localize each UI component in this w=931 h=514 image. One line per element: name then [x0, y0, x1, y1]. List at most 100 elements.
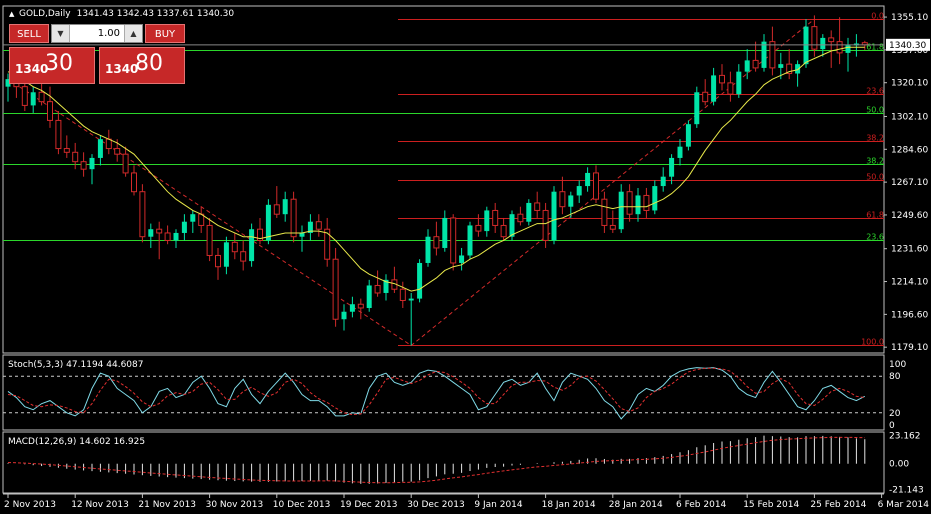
candle[interactable]: [534, 191, 541, 218]
candle[interactable]: [467, 221, 473, 260]
candle[interactable]: [618, 184, 624, 233]
candle[interactable]: [601, 191, 608, 233]
candle[interactable]: [173, 229, 179, 248]
candle[interactable]: [374, 270, 381, 297]
candle[interactable]: [727, 71, 734, 102]
candle[interactable]: [80, 152, 87, 177]
candle[interactable]: [131, 165, 137, 196]
candle[interactable]: [156, 221, 163, 260]
candle[interactable]: [332, 247, 339, 327]
candle[interactable]: [459, 247, 465, 271]
lot-size-input[interactable]: [70, 25, 122, 42]
candle[interactable]: [89, 154, 95, 185]
candle[interactable]: [425, 229, 431, 267]
candle[interactable]: [568, 191, 574, 218]
buy-price-button[interactable]: 1340 80: [99, 47, 185, 84]
candle[interactable]: [593, 165, 599, 203]
candle[interactable]: [836, 17, 843, 65]
candle[interactable]: [72, 142, 79, 170]
candle[interactable]: [517, 206, 524, 226]
candle[interactable]: [315, 214, 322, 237]
candle[interactable]: [484, 206, 490, 237]
candle[interactable]: [559, 176, 566, 215]
candle[interactable]: [357, 298, 364, 320]
candle[interactable]: [702, 79, 709, 106]
candle[interactable]: [30, 86, 36, 113]
candle[interactable]: [803, 19, 809, 68]
candle[interactable]: [744, 49, 750, 80]
candle[interactable]: [273, 186, 280, 218]
candle[interactable]: [206, 217, 213, 262]
candle[interactable]: [626, 184, 633, 222]
candle[interactable]: [366, 279, 372, 312]
candle[interactable]: [190, 210, 196, 233]
candle[interactable]: [551, 186, 557, 245]
candle[interactable]: [257, 217, 263, 245]
candle[interactable]: [290, 191, 297, 243]
candle[interactable]: [609, 210, 616, 233]
candle[interactable]: [215, 247, 221, 280]
candle[interactable]: [719, 64, 725, 91]
candle[interactable]: [282, 191, 288, 222]
sell-button[interactable]: SELL: [9, 24, 49, 43]
buy-button[interactable]: BUY: [145, 24, 185, 43]
candle[interactable]: [47, 86, 53, 128]
candle[interactable]: [500, 217, 507, 241]
candle[interactable]: [164, 225, 171, 245]
candle[interactable]: [811, 15, 818, 57]
candle[interactable]: [5, 73, 11, 102]
candle[interactable]: [643, 187, 650, 218]
candle[interactable]: [450, 214, 457, 271]
lot-decrease-icon[interactable]: ▼: [52, 25, 70, 42]
candle[interactable]: [845, 37, 851, 72]
candle[interactable]: [148, 223, 154, 248]
candle[interactable]: [778, 52, 784, 80]
candle[interactable]: [349, 296, 355, 318]
candle[interactable]: [736, 64, 742, 98]
candle[interactable]: [526, 199, 532, 226]
candle[interactable]: [786, 49, 793, 80]
candle[interactable]: [820, 34, 826, 57]
candle[interactable]: [223, 236, 229, 275]
candle[interactable]: [55, 111, 62, 155]
candle[interactable]: [475, 214, 482, 237]
candle[interactable]: [660, 167, 666, 192]
candle[interactable]: [240, 240, 247, 271]
candle[interactable]: [828, 30, 835, 68]
lot-increase-icon[interactable]: ▲: [124, 25, 142, 42]
candle[interactable]: [509, 210, 515, 241]
candle[interactable]: [761, 34, 767, 72]
candle[interactable]: [399, 281, 406, 308]
candle[interactable]: [585, 167, 591, 192]
candle[interactable]: [249, 223, 255, 267]
candle[interactable]: [417, 259, 423, 303]
sell-price-button[interactable]: 1340 30: [9, 47, 95, 84]
candle[interactable]: [492, 202, 499, 233]
candle[interactable]: [341, 304, 347, 331]
candle[interactable]: [677, 139, 683, 166]
candle[interactable]: [576, 180, 582, 203]
candle[interactable]: [122, 146, 129, 177]
candle[interactable]: [97, 135, 103, 166]
candle[interactable]: [433, 221, 440, 256]
candle[interactable]: [652, 180, 658, 215]
candle[interactable]: [324, 217, 331, 267]
candle[interactable]: [408, 292, 414, 346]
candle[interactable]: [299, 225, 305, 252]
candle[interactable]: [63, 135, 70, 158]
candle[interactable]: [383, 274, 389, 301]
candle[interactable]: [769, 26, 776, 76]
candle[interactable]: [685, 120, 691, 151]
candle[interactable]: [711, 67, 717, 106]
candle[interactable]: [795, 60, 801, 87]
candle[interactable]: [542, 202, 549, 248]
candle[interactable]: [139, 184, 146, 243]
candle[interactable]: [442, 210, 448, 252]
candle[interactable]: [752, 41, 759, 72]
candle[interactable]: [181, 214, 187, 241]
candle[interactable]: [669, 154, 675, 185]
candle[interactable]: [307, 214, 313, 241]
candle[interactable]: [694, 86, 700, 128]
candle[interactable]: [635, 187, 641, 222]
